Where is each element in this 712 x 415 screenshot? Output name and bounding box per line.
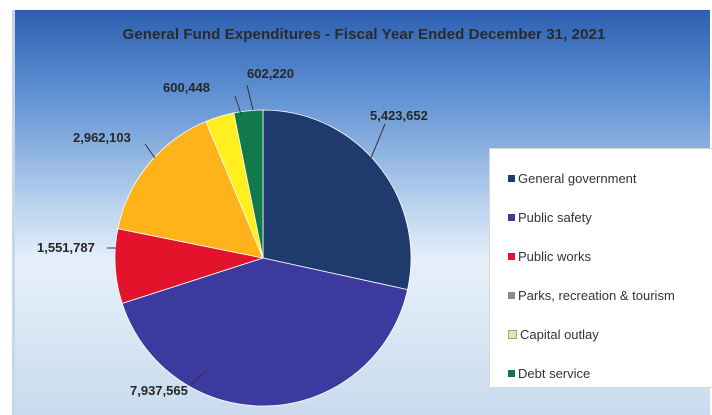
legend-label-capital-outlay: Capital outlay <box>520 327 599 342</box>
leader-line-parks-recreation-tourism <box>144 143 156 159</box>
legend-label-parks-recreation-tourism: Parks, recreation & tourism <box>518 288 675 303</box>
legend-label-public-safety: Public safety <box>518 210 592 225</box>
legend-swatch-public-works <box>508 253 515 260</box>
legend-item-public-works: Public works <box>508 249 591 264</box>
legend-label-debt-service: Debt service <box>518 366 591 381</box>
legend-label-public-works: Public works <box>518 249 591 264</box>
leader-line-debt-service <box>246 84 254 111</box>
data-label-public-works: 1,551,787 <box>37 240 95 255</box>
leader-line-general-government <box>370 123 386 159</box>
legend-swatch-debt-service <box>508 370 515 377</box>
data-label-debt-service: 602,220 <box>247 66 294 81</box>
chart-legend: General government Public safety Public wo… <box>489 148 712 388</box>
pie-slice-parks-recreation-tourism <box>117 120 264 259</box>
legend-swatch-general-government <box>508 175 515 182</box>
legend-item-debt-service: Debt service <box>508 366 590 381</box>
data-label-general-government: 5,423,652 <box>370 108 428 123</box>
pie-slice-general-government <box>262 109 412 291</box>
legend-swatch-capital-outlay <box>508 330 517 339</box>
legend-swatch-parks-recreation-tourism <box>508 292 515 299</box>
legend-item-public-safety: Public safety <box>508 210 592 225</box>
pie-slice-debt-service <box>233 109 264 259</box>
data-label-capital-outlay: 600,448 <box>163 80 210 95</box>
legend-label-general-government: General government <box>518 171 637 186</box>
chart-panel: General Fund Expenditures - Fiscal Year … <box>12 10 712 415</box>
data-label-public-safety: 7,937,565 <box>130 383 188 398</box>
pie-chart: 5,423,652 7,937,565 1,551,787 2,962,103 600,… <box>37 66 428 407</box>
leader-line-capital-outlay <box>234 95 242 115</box>
legend-swatch-public-safety <box>508 214 515 221</box>
data-label-parks-recreation-tourism: 2,962,103 <box>73 130 131 145</box>
legend-item-capital-outlay: Capital outlay <box>508 327 599 342</box>
legend-item-parks-recreation-tourism: Parks, recreation & tourism <box>508 288 675 303</box>
legend-item-general-government: General government <box>508 171 637 186</box>
pie-slice-public-safety <box>121 257 409 407</box>
chart-title: General Fund Expenditures - Fiscal Year … <box>122 26 606 43</box>
leader-line-public-safety <box>189 369 208 386</box>
